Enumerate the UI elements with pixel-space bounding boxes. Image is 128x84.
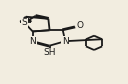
Text: N: N bbox=[62, 37, 69, 46]
Text: SH: SH bbox=[43, 48, 56, 57]
Text: O: O bbox=[77, 21, 84, 30]
Text: S: S bbox=[22, 18, 27, 27]
Text: N: N bbox=[29, 37, 36, 46]
